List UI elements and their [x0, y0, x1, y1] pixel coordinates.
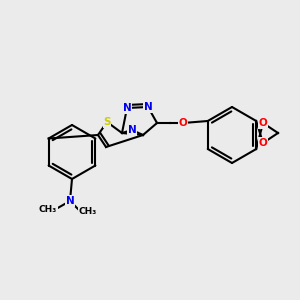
Text: N: N	[128, 125, 136, 135]
Text: N: N	[144, 102, 152, 112]
Text: O: O	[178, 118, 188, 128]
Text: CH₃: CH₃	[79, 206, 97, 215]
Text: N: N	[123, 103, 131, 113]
Text: CH₃: CH₃	[39, 205, 57, 214]
Text: O: O	[178, 118, 188, 128]
Text: S: S	[103, 117, 111, 127]
Text: O: O	[259, 118, 267, 128]
Text: N: N	[66, 196, 74, 206]
Text: O: O	[259, 138, 267, 148]
